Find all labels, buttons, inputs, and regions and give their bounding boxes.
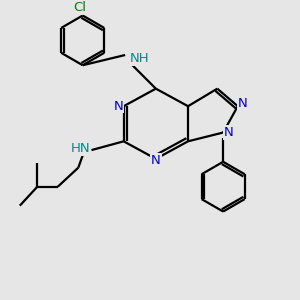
- Text: N: N: [238, 97, 248, 110]
- Text: Cl: Cl: [73, 1, 86, 14]
- Text: N: N: [224, 126, 234, 139]
- Text: N: N: [113, 100, 123, 113]
- Text: N: N: [151, 154, 161, 167]
- Text: HN: HN: [70, 142, 90, 155]
- Text: NH: NH: [130, 52, 150, 65]
